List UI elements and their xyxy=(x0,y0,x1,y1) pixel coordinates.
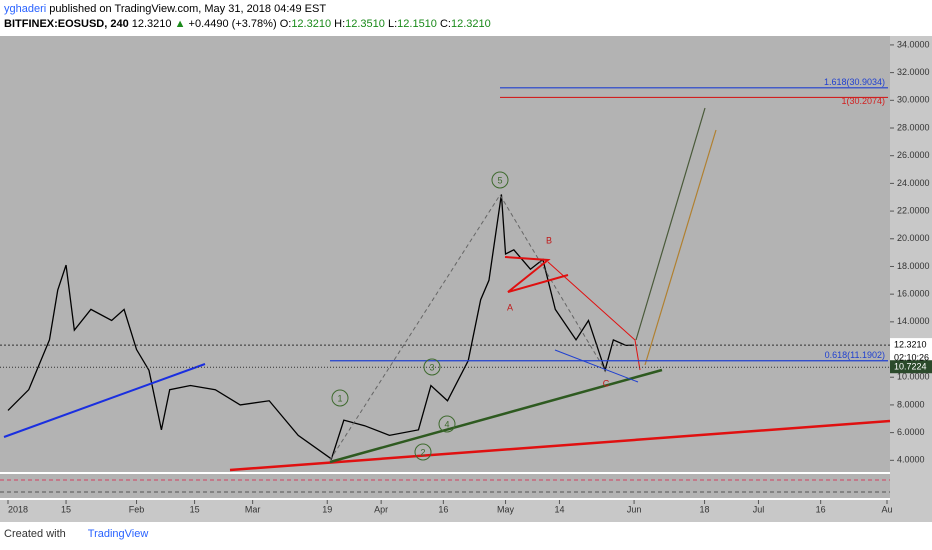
wave-circle xyxy=(491,171,509,189)
trendline xyxy=(329,368,663,464)
y-tick-label: 32.0000 xyxy=(897,67,930,77)
x-tick-label: 16 xyxy=(816,504,826,514)
y-tick-label: 6.0000 xyxy=(897,427,925,437)
y-tick-label: 8.0000 xyxy=(897,399,925,409)
x-tick-label: Jun xyxy=(627,504,642,514)
trendline xyxy=(3,363,206,438)
drawings xyxy=(3,107,891,472)
wave-label: 1 xyxy=(337,393,342,403)
header: yghaderi published on TradingView.com, M… xyxy=(4,2,491,32)
x-tick-label: Au xyxy=(881,504,892,514)
projection xyxy=(635,107,706,341)
y-tick-label: 16.0000 xyxy=(897,289,930,299)
fib-label: 1(30.2074) xyxy=(841,96,885,106)
y-tick-label: 26.0000 xyxy=(897,150,930,160)
last: 12.3210 xyxy=(131,18,172,30)
ohlc-value: 12.3510 xyxy=(345,18,385,30)
wedge xyxy=(547,261,641,371)
y-tick-label: 4.0000 xyxy=(897,455,925,465)
x-tick-label: Feb xyxy=(129,504,145,514)
wave-circle xyxy=(414,443,432,461)
y-tick-label: 20.0000 xyxy=(897,233,930,243)
y-tick-label: 14.0000 xyxy=(897,316,930,326)
x-tick-label: Jul xyxy=(753,504,765,514)
countdown: 02:10:26 xyxy=(894,352,929,362)
x-tick-label: 18 xyxy=(700,504,710,514)
wave-path xyxy=(329,194,606,461)
published: published on TradingView.com, May 31, 20… xyxy=(49,3,327,15)
wave-circle xyxy=(438,415,456,433)
author: yghaderi xyxy=(4,3,47,15)
fib-label: 1.618(30.9034) xyxy=(824,77,885,87)
ohlc-key: O: xyxy=(279,18,292,30)
x-tick-label: 14 xyxy=(554,504,564,514)
footer: Created with TradingView xyxy=(4,528,148,540)
symbol: BITFINEX:EOSUSD, 240 xyxy=(4,18,129,30)
ohlc-key: L: xyxy=(387,18,398,30)
correction-label: B xyxy=(546,235,552,245)
price-tag xyxy=(890,360,932,374)
wave-circle xyxy=(423,358,441,376)
change: +0.4490 (+3.78%) xyxy=(188,18,277,30)
fib-label: 0.618(11.1902) xyxy=(825,350,885,360)
price-axis xyxy=(890,36,932,522)
wave-label: 2 xyxy=(420,447,425,457)
x-tick-label: 15 xyxy=(61,504,71,514)
x-tick-label: 16 xyxy=(438,504,448,514)
x-tick-label: 15 xyxy=(190,504,200,514)
price-tag xyxy=(890,338,932,365)
price-tag-label: 10.7224 xyxy=(894,362,927,372)
annotations: 1.618(30.9034)1(30.2074)0.618(11.1902)12… xyxy=(0,77,932,461)
y-tick-label: 10.0000 xyxy=(897,372,930,382)
triangle xyxy=(504,256,569,293)
x-tick-label: Apr xyxy=(374,504,388,514)
brand: TradingView xyxy=(87,528,149,540)
correction-label: C xyxy=(603,378,610,388)
wave-label: 4 xyxy=(444,419,449,429)
ohlc-key: C: xyxy=(439,18,451,30)
wedge xyxy=(554,349,639,383)
x-tick-label: Mar xyxy=(245,504,261,514)
trendline xyxy=(229,419,891,472)
projection xyxy=(644,129,717,366)
x-tick-label: 19 xyxy=(322,504,332,514)
ohlc-value: 12.1510 xyxy=(397,18,437,30)
created: Created with xyxy=(4,528,66,540)
ohlc-value: 12.3210 xyxy=(291,18,332,30)
correction-label: A xyxy=(507,302,513,312)
y-tick-label: 24.0000 xyxy=(897,178,930,188)
rsi-pane xyxy=(0,474,890,498)
x-tick-label: May xyxy=(497,504,515,514)
price-pane xyxy=(0,36,890,472)
wave-label: 5 xyxy=(497,175,502,185)
y-tick-label: 34.0000 xyxy=(897,39,930,49)
x-tick-label: 2018 xyxy=(8,504,28,514)
ohlc-key: H: xyxy=(334,18,346,30)
y-tick-label: 18.0000 xyxy=(897,261,930,271)
ohlc-value: 12.3210 xyxy=(450,18,491,30)
y-tick-label: 28.0000 xyxy=(897,122,930,132)
arrow: ▲ xyxy=(174,18,186,30)
wave-circle xyxy=(331,389,349,407)
y-tick-label: 22.0000 xyxy=(897,205,930,215)
y-tick-label: 30.0000 xyxy=(897,95,930,105)
wave-label: 3 xyxy=(429,362,434,372)
ohlc: O:12.3210 H:12.3510 L:12.1510 C:12.3210 xyxy=(280,18,491,30)
price-tag-label: 12.3210 xyxy=(894,339,927,349)
time-axis xyxy=(0,500,890,522)
